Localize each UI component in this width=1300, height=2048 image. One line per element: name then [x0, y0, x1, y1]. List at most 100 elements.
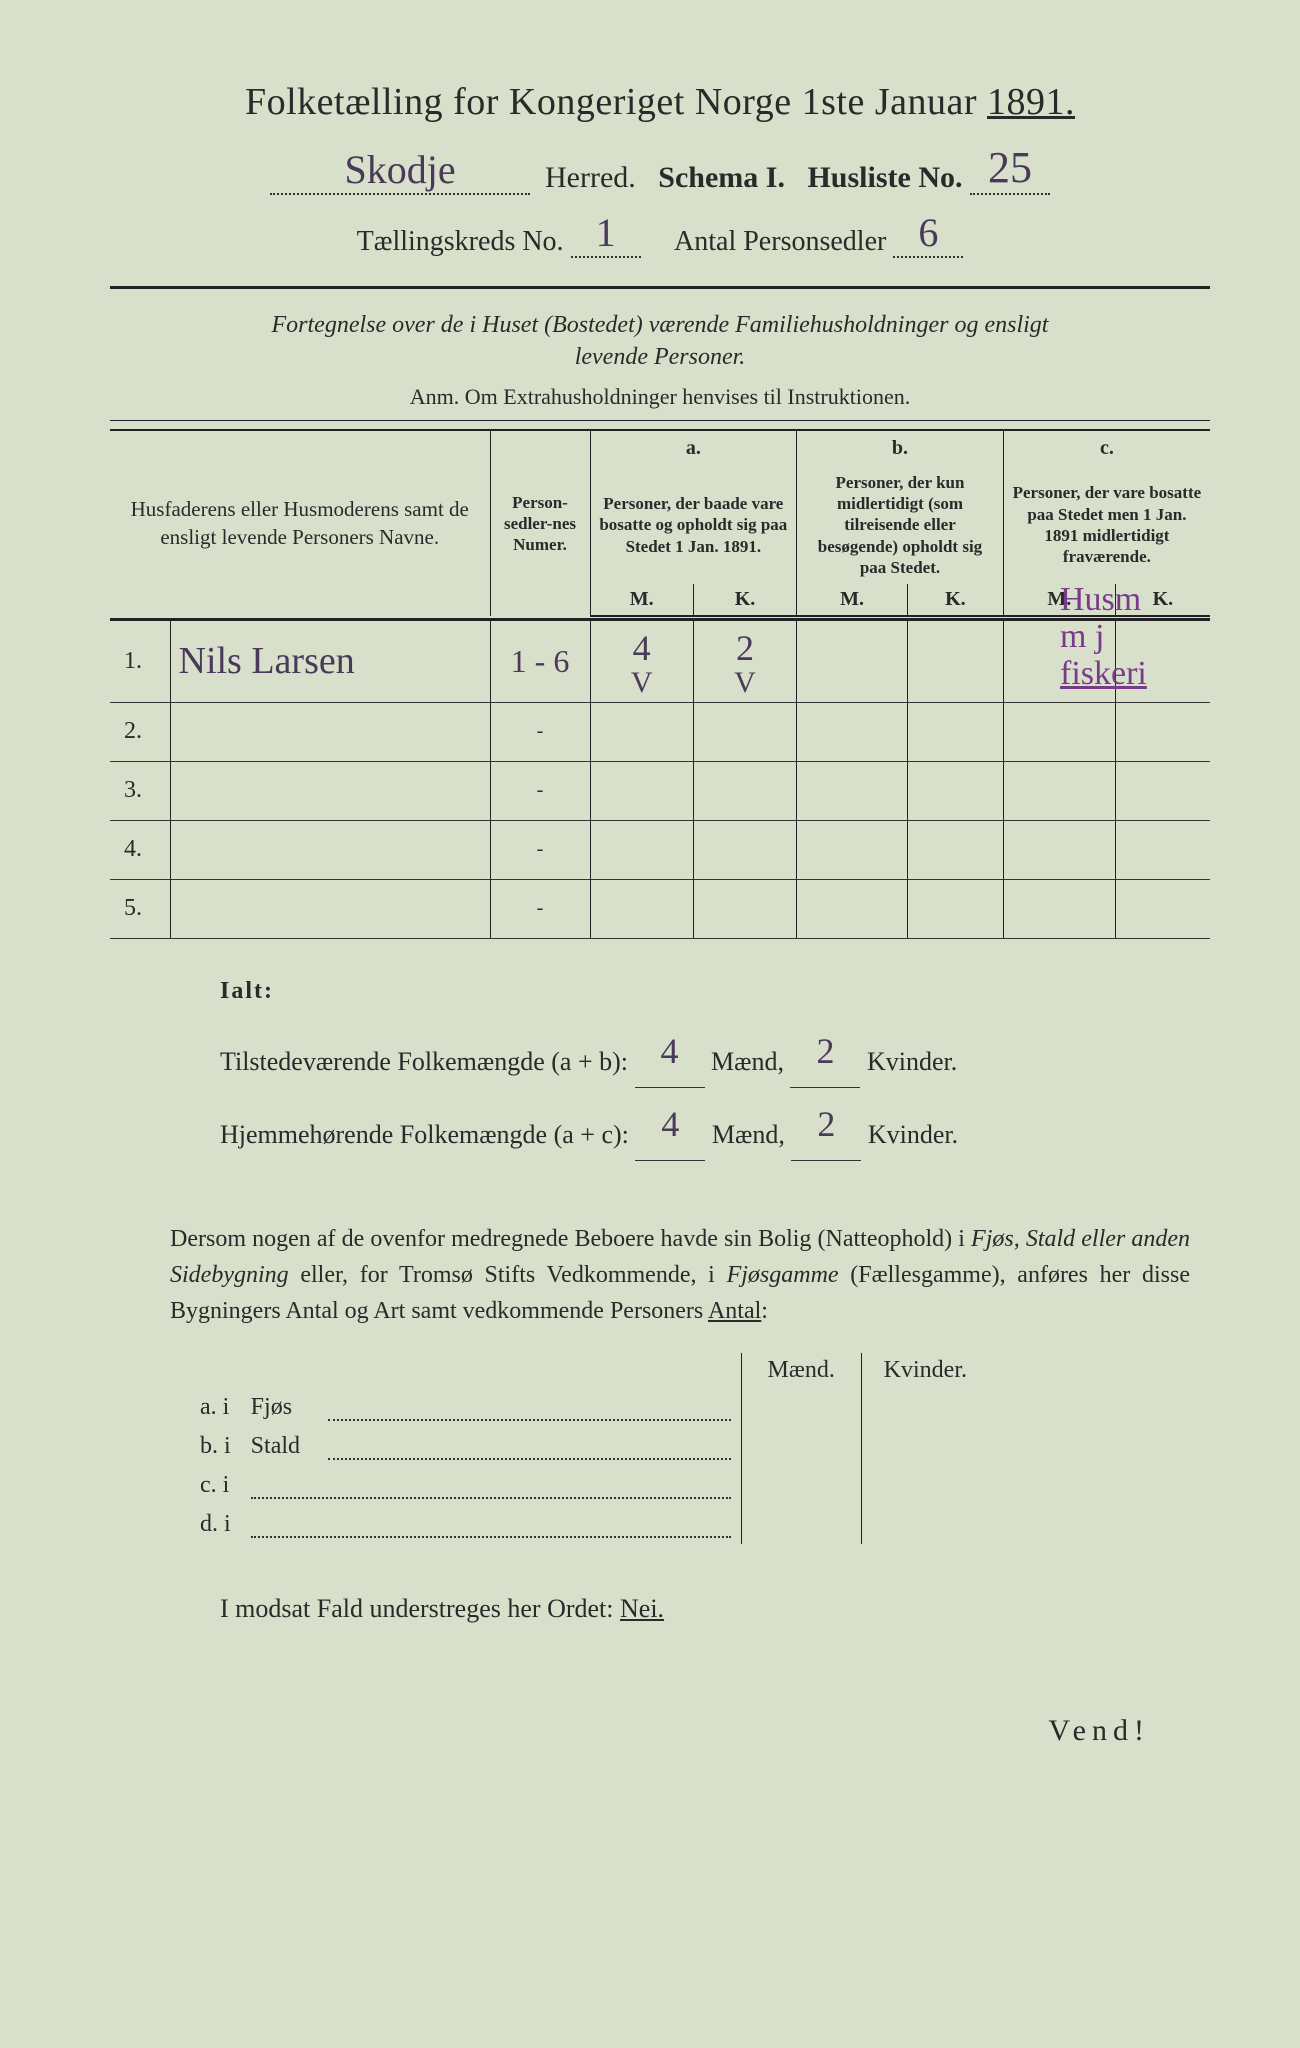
ialt-label: Ialt: [220, 967, 1210, 1015]
row-number: 5. [110, 879, 170, 938]
page-title: Folketælling for Kongeriget Norge 1ste J… [110, 80, 1210, 124]
col-names-text: Husfaderens eller Husmoderens samt de en… [131, 497, 469, 549]
kvinder-label: Kvinder. [867, 1047, 957, 1076]
col-a-k: K. [693, 584, 796, 616]
person-num: - [490, 820, 590, 879]
herred-label: Herred. [545, 161, 636, 194]
building-paragraph: Dersom nogen af de ovenfor medregnede Be… [170, 1221, 1190, 1329]
kreds-field: 1 [571, 209, 641, 258]
val-a-m: 4 [633, 628, 651, 668]
antal-label: Antal Personsedler [674, 226, 886, 257]
table-row: 5. - [110, 879, 1210, 938]
antal-field: 6 [893, 209, 963, 258]
intro-line-1: Fortegnelse over de i Huset (Bostedet) v… [272, 312, 1049, 338]
person-num: - [490, 879, 590, 938]
row-number: 3. [110, 761, 170, 820]
maend-label: Mænd, [712, 1120, 785, 1149]
kreds-label: Tællingskreds No. [357, 226, 564, 257]
title-year: 1891. [987, 81, 1075, 123]
present-m: 4 [661, 1031, 679, 1071]
val-a-k: 2 [736, 628, 754, 668]
dotted-line [328, 1394, 731, 1420]
intro-line-2: levende Personer. [575, 344, 746, 370]
person-num: - [490, 702, 590, 761]
person-num: - [490, 761, 590, 820]
dotted-line [251, 1511, 731, 1537]
person-name [170, 879, 490, 938]
row-number: 1. [110, 619, 170, 702]
tick-mark: V [599, 669, 685, 696]
sub-label: Fjøs [241, 1388, 318, 1427]
home-label: Hjemmehørende Folkemængde (a + c): [220, 1120, 629, 1149]
margin-note: Husm m j fiskeri [1060, 581, 1220, 693]
totals-block: Ialt: Tilstedeværende Folkemængde (a + b… [220, 967, 1210, 1161]
husliste-field: 25 [970, 142, 1050, 195]
table-row: 2. - [110, 702, 1210, 761]
sub-key: b. i [190, 1427, 241, 1466]
table-row: 4. - [110, 820, 1210, 879]
home-line: Hjemmehørende Folkemængde (a + c): 4 Mæn… [220, 1088, 1210, 1161]
val-b-k [907, 619, 1003, 702]
col-c-text: Personer, der vare bosatte paa Stedet me… [1003, 466, 1210, 584]
sub-key: d. i [190, 1505, 241, 1544]
person-name [170, 761, 490, 820]
person-name [170, 702, 490, 761]
anm-text: Anm. Om Extrahusholdninger henvises til … [110, 384, 1210, 410]
census-form-page: Folketælling for Kongeriget Norge 1ste J… [110, 80, 1210, 1748]
col-b-m: M. [797, 584, 908, 616]
note-line-1: Husm [1060, 581, 1141, 618]
col-a-m: M. [590, 584, 693, 616]
note-line-3: fiskeri [1060, 655, 1147, 692]
col-b-k: K. [907, 584, 1003, 616]
sub-row: c. i [190, 1466, 989, 1505]
home-k: 2 [817, 1104, 835, 1144]
maend-label: Mænd, [711, 1047, 784, 1076]
herred-field: Skodje [270, 146, 530, 195]
col-a-text: Personer, der baade vare bosatte og opho… [590, 466, 797, 584]
sub-row: b. i Stald [190, 1427, 989, 1466]
home-m: 4 [661, 1104, 679, 1144]
header-line-2: Skodje Herred. Schema I. Husliste No. 25 [110, 142, 1210, 195]
schema-label: Schema I. [658, 161, 785, 194]
tick-mark: V [702, 669, 788, 696]
herred-value: Skodje [344, 147, 455, 192]
col-c-label: c. [1003, 430, 1210, 466]
val-c-k: Husm m j fiskeri [1115, 619, 1210, 702]
table-row: 1. Nils Larsen 1 - 6 4 V 2 V Husm m j fi… [110, 619, 1210, 702]
sub-label: Stald [241, 1427, 318, 1466]
husliste-value: 25 [988, 143, 1032, 192]
sub-maend-header: Mænd. [741, 1353, 861, 1388]
anm-content: Anm. Om Extrahusholdninger henvises til … [410, 384, 910, 409]
col-names-header: Husfaderens eller Husmoderens samt de en… [110, 430, 490, 616]
divider [110, 286, 1210, 289]
sub-key: a. i [190, 1388, 241, 1427]
nei-line: I modsat Fald understreges her Ordet: Ne… [220, 1594, 1210, 1624]
col-b-text: Personer, der kun midlertidigt (som tilr… [797, 466, 1004, 584]
intro-text: Fortegnelse over de i Huset (Bostedet) v… [110, 309, 1210, 374]
note-line-2: m j [1060, 618, 1104, 655]
sub-row: d. i [190, 1505, 989, 1544]
sub-kvinder-header: Kvinder. [861, 1353, 989, 1388]
present-line: Tilstedeværende Folkemængde (a + b): 4 M… [220, 1015, 1210, 1088]
present-label: Tilstedeværende Folkemængde (a + b): [220, 1047, 628, 1076]
row-number: 4. [110, 820, 170, 879]
kvinder-label: Kvinder. [868, 1120, 958, 1149]
col-a-label: a. [590, 430, 797, 466]
antal-value: 6 [918, 210, 938, 255]
nei-word: Nei. [620, 1594, 664, 1623]
table-row: 3. - [110, 761, 1210, 820]
kreds-value: 1 [596, 210, 616, 255]
person-name: Nils Larsen [179, 640, 355, 682]
person-name [170, 820, 490, 879]
dotted-line [328, 1433, 731, 1459]
dotted-line [251, 1472, 731, 1498]
husliste-label: Husliste No. [807, 161, 962, 194]
val-b-m [797, 619, 908, 702]
col-num-header: Person-sedler-nes Numer. [490, 430, 590, 616]
vend-label: Vend! [110, 1714, 1150, 1748]
row-number: 2. [110, 702, 170, 761]
sub-row: a. i Fjøs [190, 1388, 989, 1427]
main-table: Husfaderens eller Husmoderens samt de en… [110, 429, 1210, 939]
sub-key: c. i [190, 1466, 241, 1505]
present-k: 2 [816, 1031, 834, 1071]
